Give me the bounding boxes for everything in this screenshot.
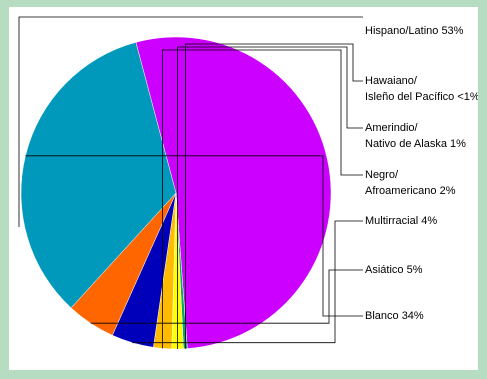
- slice-label-negro: Negro/Afroamericano 2%: [365, 169, 456, 197]
- chart-panel: Hispano/Latino 53% Hawaiano/Isleño del Pa…: [9, 7, 478, 370]
- slice-label-hispano-latino-53: Hispano/Latino 53%: [365, 25, 464, 37]
- pie-chart: Hispano/Latino 53% Hawaiano/Isleño del Pa…: [18, 16, 478, 350]
- leader-line-amerindio: [177, 46, 363, 349]
- leader-line-hispano-latino-53: [18, 16, 363, 227]
- slice-label-blanco-34: Blanco 34%: [365, 310, 424, 322]
- leader-line-asiatico-5: [90, 269, 363, 324]
- pie-slice-hispano-latino-53: [135, 36, 332, 349]
- leader-line-multirracial-4: [132, 220, 363, 344]
- slice-label-asiatico-5: Asiático 5%: [365, 264, 423, 276]
- leader-line-negro: [162, 49, 363, 349]
- leader-line-hawaiano: [184, 43, 363, 349]
- slice-label-hawaiano: Hawaiano/Isleño del Pacífico <1%: [365, 75, 478, 103]
- leader-line-blanco-34: [25, 155, 363, 317]
- slice-label-amerindio: Amerindio/Nativo de Alaska 1%: [365, 122, 466, 150]
- slice-label-multirracial-4: Multirracial 4%: [365, 215, 437, 227]
